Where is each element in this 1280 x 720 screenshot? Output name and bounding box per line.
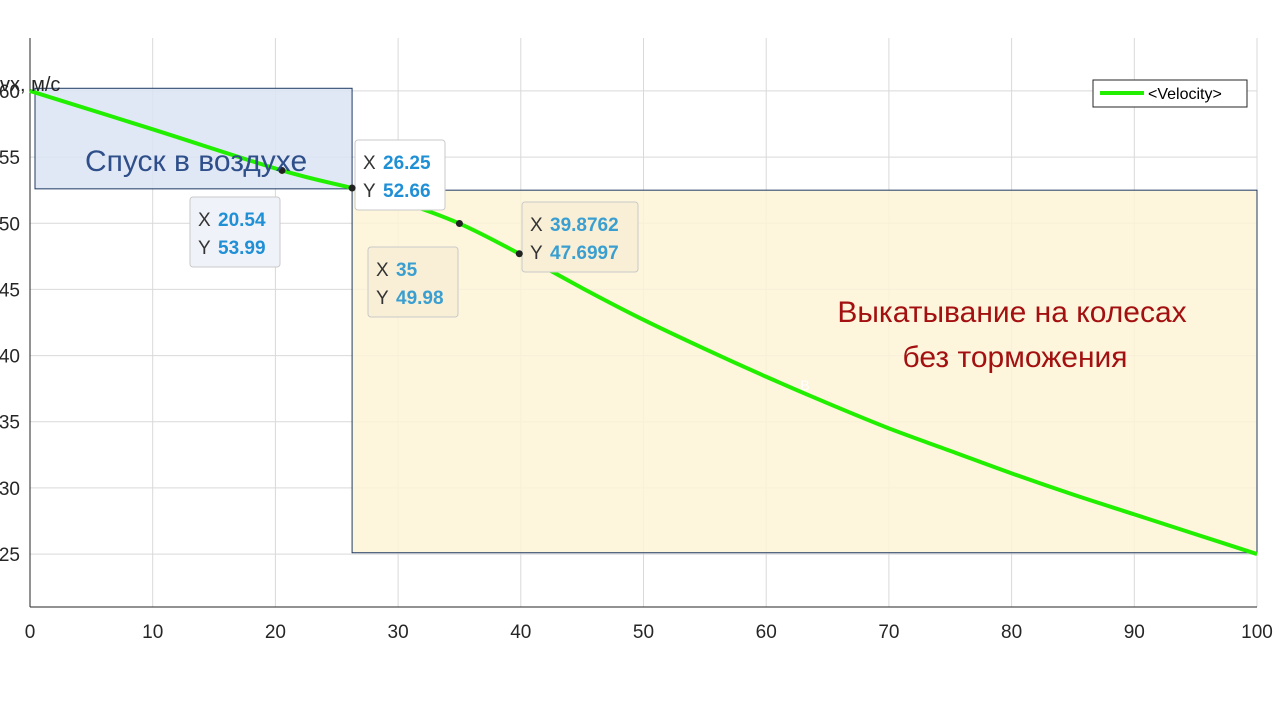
annotation-b: B bbox=[800, 377, 809, 393]
datatip-y-key: Y bbox=[530, 243, 543, 264]
datatip-x-key: X bbox=[198, 210, 211, 231]
axes-layer bbox=[29, 38, 1257, 608]
x-tick-label: 90 bbox=[1124, 622, 1145, 643]
y-tick-label: 45 bbox=[0, 280, 20, 301]
y-tick-label: 25 bbox=[0, 545, 20, 566]
datatip-box bbox=[354, 139, 446, 211]
datatip-x-value: 39.8762 bbox=[550, 215, 619, 236]
y-tick-label: 55 bbox=[0, 148, 20, 169]
datatip[interactable]: X 20.54 Y 53.99 bbox=[189, 166, 286, 268]
datatip-x-value: 26.25 bbox=[383, 153, 431, 174]
legend: <Velocity> bbox=[1092, 79, 1248, 108]
x-tick-label: 20 bbox=[265, 622, 286, 643]
y-tick-label: 50 bbox=[0, 214, 20, 235]
datatip-x-key: X bbox=[530, 215, 543, 236]
datatip-y-value: 52.66 bbox=[383, 181, 431, 202]
region-layer bbox=[34, 87, 1258, 554]
datatip-marker bbox=[348, 184, 356, 192]
datatip-y-value: 47.6997 bbox=[550, 243, 619, 264]
datatip-box bbox=[521, 201, 639, 273]
x-tick-label: 30 bbox=[388, 622, 409, 643]
text-layer: 0 10 20 30 40 50 60 70 80 90 1002530354045505560vx… bbox=[0, 74, 1273, 643]
y-tick-label: 30 bbox=[0, 479, 20, 500]
region-box-1 bbox=[34, 87, 353, 190]
datatip[interactable]: X 35 Y 49.98 bbox=[367, 220, 463, 318]
region-box-2 bbox=[351, 189, 1258, 554]
datatip-y-value: 53.99 bbox=[218, 238, 266, 259]
x-tick-label: 0 bbox=[25, 622, 36, 643]
x-tick-label: 70 bbox=[878, 622, 899, 643]
datatip-y-key: Y bbox=[363, 181, 376, 202]
datatip-layer[interactable]: X 20.54 Y 53.99 X 26.25 Y 52.66 X 35 Y 49.98 X 39.876… bbox=[189, 139, 639, 318]
datatip-box bbox=[189, 196, 281, 268]
datatip[interactable]: X 39.8762 Y 47.6997 bbox=[515, 201, 639, 273]
datatip-x-key: X bbox=[363, 153, 376, 174]
x-tick-label: 50 bbox=[633, 622, 654, 643]
datatip-x-key: X bbox=[376, 260, 389, 281]
y-axis-label: vx, м/с bbox=[0, 74, 60, 96]
datatip-marker bbox=[278, 166, 286, 174]
velocity-series-line bbox=[29, 89, 1258, 556]
datatip[interactable]: X 26.25 Y 52.66 bbox=[348, 139, 446, 211]
region-label-descent: Спуск в воздухе bbox=[85, 145, 307, 178]
x-tick-label: 60 bbox=[756, 622, 777, 643]
x-tick-label: 80 bbox=[1001, 622, 1022, 643]
datatip-x-value: 35 bbox=[396, 260, 418, 281]
line-layer bbox=[29, 89, 1258, 556]
y-tick-label: 60 bbox=[0, 82, 20, 103]
datatip-marker bbox=[515, 250, 523, 258]
datatip-box bbox=[367, 246, 459, 318]
datatip-marker bbox=[455, 220, 463, 228]
x-tick-label: 40 bbox=[510, 622, 531, 643]
legend-label: <Velocity> bbox=[1148, 86, 1222, 103]
x-tick-label: 10 bbox=[142, 622, 163, 643]
x-tick-label: 100 bbox=[1241, 622, 1273, 643]
region-label-rollout-line1: Выкатывание на колесах bbox=[837, 296, 1186, 329]
datatip-y-value: 49.98 bbox=[396, 288, 444, 309]
region-label-rollout-line2: без торможения bbox=[902, 341, 1127, 374]
datatip-y-key: Y bbox=[198, 238, 211, 259]
y-tick-label: 35 bbox=[0, 413, 20, 434]
y-tick-label: 40 bbox=[0, 347, 20, 368]
datatip-x-value: 20.54 bbox=[218, 210, 266, 231]
datatip-y-key: Y bbox=[376, 288, 389, 309]
